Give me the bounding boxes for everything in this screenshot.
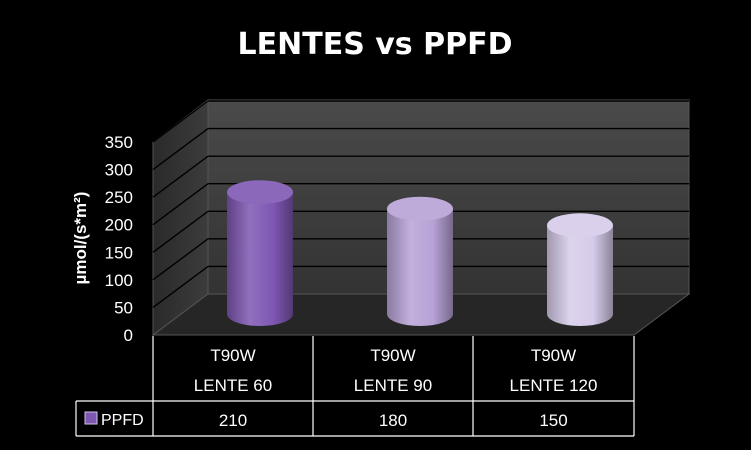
gridline-side (152, 210, 209, 253)
bar-top (387, 196, 453, 221)
gridline-side (152, 238, 209, 281)
y-tick-label: 100 (105, 271, 133, 290)
gridline-side (152, 100, 209, 143)
y-axis-label: µmol/(s*m²) (71, 192, 90, 285)
category-label: LENTE 60 (194, 376, 272, 395)
bar (387, 196, 453, 326)
bar-body (547, 225, 613, 326)
y-tick-label: 250 (105, 188, 133, 207)
y-tick-label: 200 (105, 216, 133, 235)
category-label: T90W (210, 346, 255, 365)
gridline-side (152, 183, 209, 226)
bar-top (547, 213, 613, 238)
y-tick-label: 150 (105, 243, 133, 262)
bar-body (227, 192, 293, 326)
y-tick-label: 350 (105, 133, 133, 152)
category-label: LENTE 120 (510, 376, 598, 395)
category-label: T90W (531, 346, 576, 365)
data-table: T90W LENTE 60 210 T90W LENTE 90 180 T90W LENTE … (75, 336, 635, 437)
category-label: LENTE 90 (354, 376, 432, 395)
bar-top (227, 180, 293, 205)
y-tick-label: 50 (114, 298, 133, 317)
series-name: PPFD (101, 412, 144, 429)
data-label: 210 (219, 411, 247, 430)
category-label: T90W (370, 346, 415, 365)
data-label: 180 (379, 411, 407, 430)
bar (227, 180, 293, 326)
y-tick-label: 300 (105, 161, 133, 180)
y-tick-label: 0 (124, 326, 133, 345)
gridline-side (152, 265, 209, 308)
bar-body (387, 208, 453, 326)
gridline-side (152, 155, 209, 198)
data-label: 150 (539, 411, 567, 430)
legend-key (84, 411, 98, 425)
chart-title: LENTES vs PPFD (238, 27, 513, 62)
gridline-side (152, 128, 209, 171)
bar (547, 213, 613, 326)
